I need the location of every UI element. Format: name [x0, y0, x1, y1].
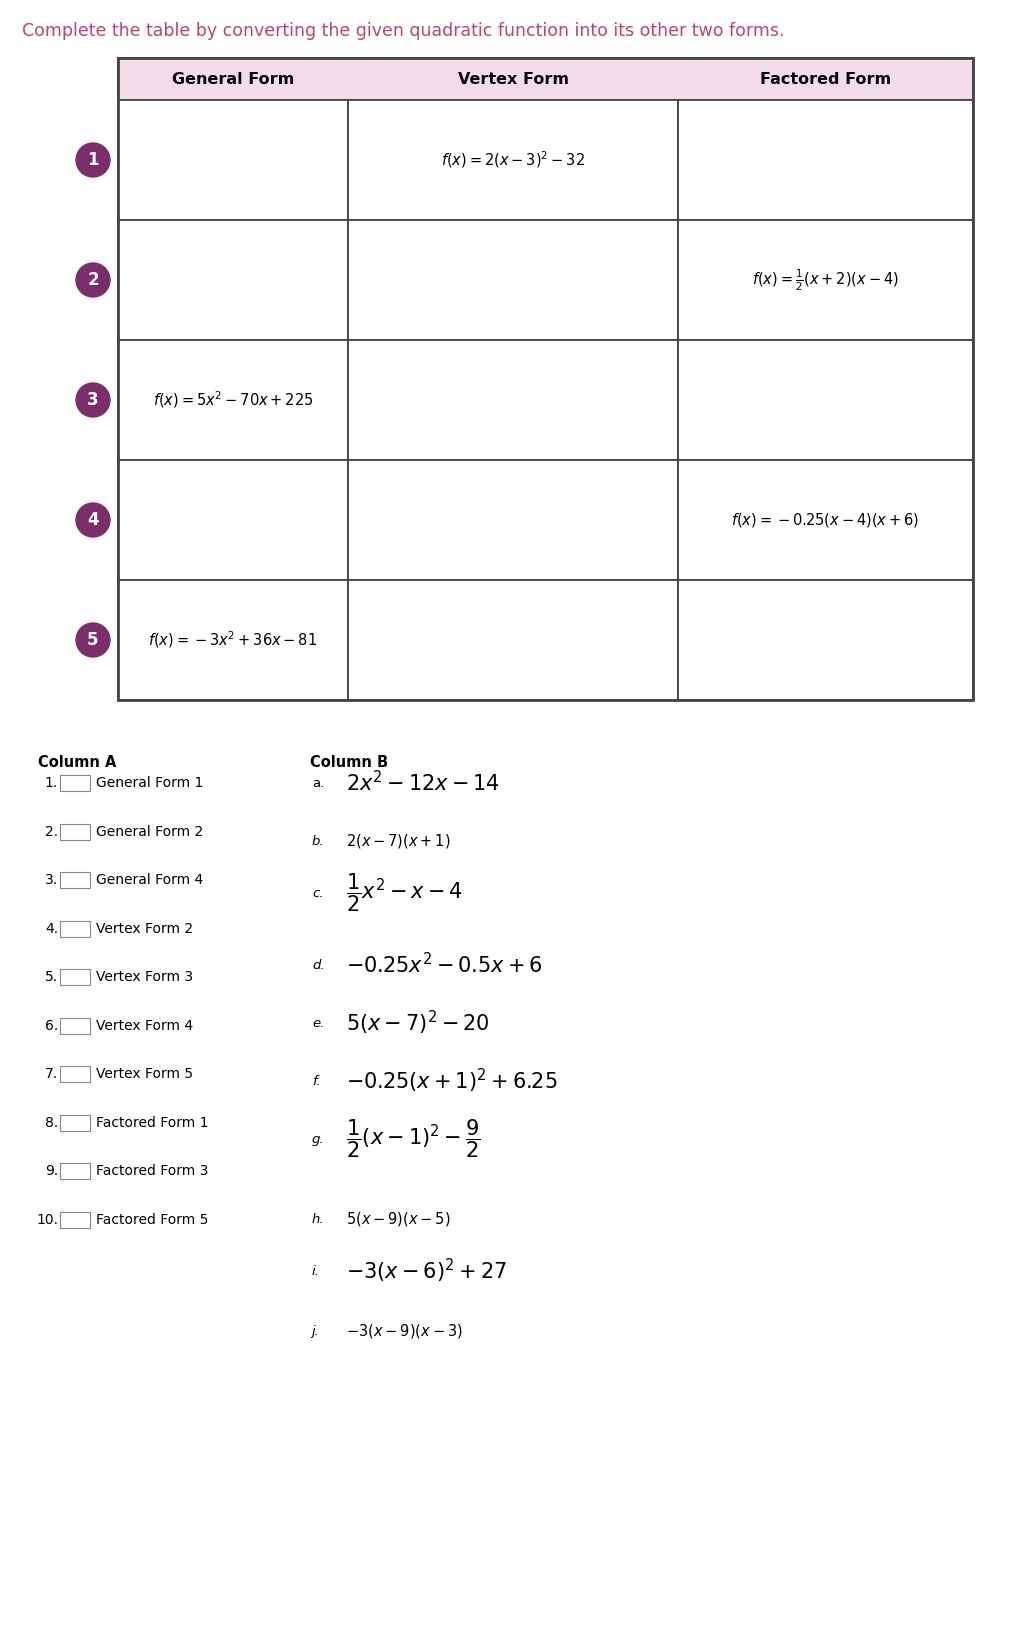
FancyBboxPatch shape — [60, 1162, 90, 1179]
Text: f.: f. — [312, 1075, 321, 1088]
FancyBboxPatch shape — [60, 921, 90, 936]
Bar — [678, 340, 973, 461]
FancyBboxPatch shape — [60, 1017, 90, 1034]
Text: h.: h. — [312, 1212, 325, 1225]
Text: $\dfrac{1}{2}(x - 1)^2 - \dfrac{9}{2}$: $\dfrac{1}{2}(x - 1)^2 - \dfrac{9}{2}$ — [346, 1118, 480, 1161]
Text: $2x^2 - 12x - 14$: $2x^2 - 12x - 14$ — [346, 771, 500, 796]
Text: $\mathit{f}(x) = -0.25(x - 4)(x + 6)$: $\mathit{f}(x) = -0.25(x - 4)(x + 6)$ — [732, 512, 920, 528]
FancyBboxPatch shape — [60, 774, 90, 791]
Text: $\mathit{f}(x) = \frac{1}{2}(x + 2)(x - 4)$: $\mathit{f}(x) = \frac{1}{2}(x + 2)(x - … — [752, 267, 899, 292]
Text: Column B: Column B — [310, 755, 388, 769]
Text: $-3(x - 6)^2 + 27$: $-3(x - 6)^2 + 27$ — [346, 1256, 507, 1284]
Text: General Form 1: General Form 1 — [96, 776, 203, 789]
Text: Factored Form 3: Factored Form 3 — [96, 1164, 208, 1179]
Text: 3.: 3. — [45, 873, 58, 887]
Text: 2: 2 — [87, 271, 98, 289]
Text: j.: j. — [312, 1324, 320, 1337]
Text: $-0.25(x + 1)^2 + 6.25$: $-0.25(x + 1)^2 + 6.25$ — [346, 1067, 558, 1095]
Text: 6.: 6. — [45, 1019, 58, 1032]
Text: Factored Form: Factored Form — [760, 71, 891, 86]
FancyBboxPatch shape — [60, 1212, 90, 1227]
Text: e.: e. — [312, 1017, 324, 1030]
Bar — [118, 101, 348, 220]
Text: 7.: 7. — [45, 1067, 58, 1081]
Text: 5.: 5. — [45, 971, 58, 984]
Bar — [678, 220, 973, 340]
Text: 8.: 8. — [45, 1116, 58, 1129]
Text: 1: 1 — [87, 150, 98, 168]
FancyBboxPatch shape — [60, 969, 90, 986]
Text: 1.: 1. — [45, 776, 58, 789]
Text: b.: b. — [312, 834, 325, 847]
Text: General Form: General Form — [172, 71, 294, 86]
Bar — [348, 461, 678, 580]
Text: $\mathit{f}(x) = 5x^2 - 70x + 225$: $\mathit{f}(x) = 5x^2 - 70x + 225$ — [153, 390, 314, 411]
Text: g.: g. — [312, 1133, 325, 1146]
Bar — [348, 220, 678, 340]
Text: Column A: Column A — [38, 755, 116, 769]
FancyBboxPatch shape — [60, 1114, 90, 1131]
Circle shape — [76, 622, 110, 657]
Text: $\mathit{f}(x) = 2(x - 3)^2 - 32$: $\mathit{f}(x) = 2(x - 3)^2 - 32$ — [441, 150, 585, 170]
Text: General Form 2: General Form 2 — [96, 824, 203, 839]
FancyBboxPatch shape — [60, 872, 90, 888]
Text: $2(x-7)(x+1)$: $2(x-7)(x+1)$ — [346, 832, 450, 850]
Text: 3: 3 — [87, 391, 98, 409]
Text: Vertex Form: Vertex Form — [457, 71, 568, 86]
Text: Vertex Form 4: Vertex Form 4 — [96, 1019, 194, 1032]
Bar — [348, 101, 678, 220]
Text: Factored Form 1: Factored Form 1 — [96, 1116, 208, 1129]
FancyBboxPatch shape — [60, 1067, 90, 1081]
Bar — [348, 340, 678, 461]
Text: i.: i. — [312, 1265, 320, 1278]
Bar — [678, 461, 973, 580]
Text: 4: 4 — [87, 512, 98, 528]
Circle shape — [76, 504, 110, 537]
Text: Vertex Form 2: Vertex Form 2 — [96, 921, 194, 936]
Circle shape — [76, 144, 110, 177]
Bar — [118, 340, 348, 461]
FancyBboxPatch shape — [60, 824, 90, 839]
Bar — [118, 58, 973, 700]
Text: $-0.25x^2 - 0.5x + 6$: $-0.25x^2 - 0.5x + 6$ — [346, 953, 543, 977]
Bar — [678, 580, 973, 700]
Text: $\mathit{f}(x) = -3x^2 + 36x - 81$: $\mathit{f}(x) = -3x^2 + 36x - 81$ — [148, 629, 318, 650]
Text: $5(x-9)(x-5)$: $5(x-9)(x-5)$ — [346, 1210, 450, 1228]
Text: 5: 5 — [87, 631, 98, 649]
Bar — [118, 461, 348, 580]
Circle shape — [76, 383, 110, 418]
Text: a.: a. — [312, 776, 324, 789]
Text: c.: c. — [312, 887, 324, 900]
Text: Vertex Form 5: Vertex Form 5 — [96, 1067, 194, 1081]
Text: 9.: 9. — [45, 1164, 58, 1179]
Text: Complete the table by converting the given quadratic function into its other two: Complete the table by converting the giv… — [22, 21, 785, 40]
Bar — [348, 580, 678, 700]
Text: d.: d. — [312, 959, 325, 971]
Circle shape — [76, 263, 110, 297]
Bar — [678, 101, 973, 220]
Text: 10.: 10. — [36, 1212, 58, 1227]
Bar — [118, 580, 348, 700]
Bar — [118, 220, 348, 340]
Text: $5(x - 7)^2 - 20$: $5(x - 7)^2 - 20$ — [346, 1009, 490, 1037]
Text: General Form 4: General Form 4 — [96, 873, 203, 887]
Text: 2.: 2. — [45, 824, 58, 839]
Text: Factored Form 5: Factored Form 5 — [96, 1212, 208, 1227]
Text: 4.: 4. — [45, 921, 58, 936]
Text: $-3(x-9)(x-3)$: $-3(x-9)(x-3)$ — [346, 1322, 463, 1341]
Text: Vertex Form 3: Vertex Form 3 — [96, 971, 194, 984]
Bar — [118, 58, 973, 101]
Text: $\dfrac{1}{2}x^2 - x - 4$: $\dfrac{1}{2}x^2 - x - 4$ — [346, 872, 463, 915]
